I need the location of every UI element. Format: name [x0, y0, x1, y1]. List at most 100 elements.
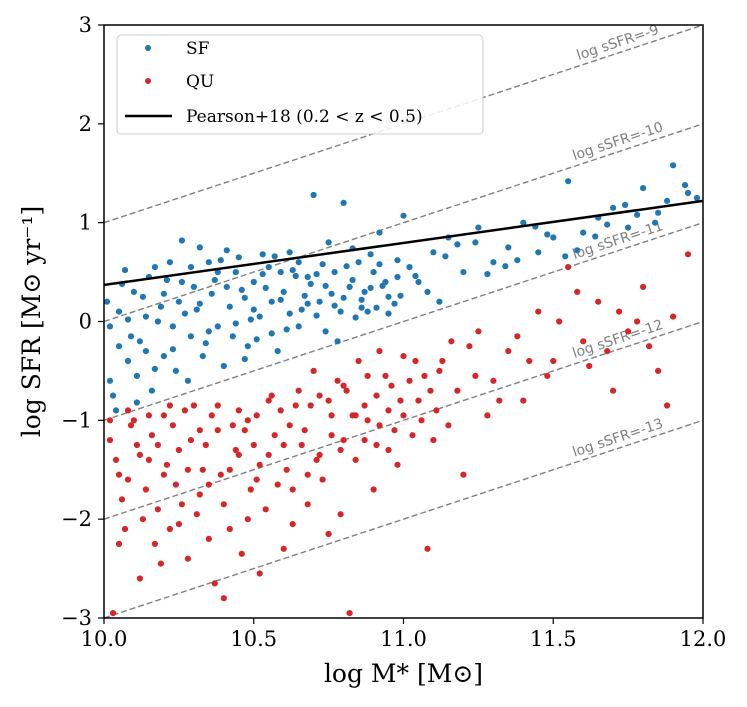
- sf-point: [250, 278, 257, 286]
- sf-point: [580, 229, 587, 236]
- qu-point: [328, 432, 335, 439]
- qu-point: [430, 437, 437, 444]
- sf-point: [301, 292, 308, 299]
- qu-point: [124, 407, 132, 414]
- sf-point: [244, 343, 251, 350]
- qu-point: [253, 412, 260, 419]
- sf-point: [316, 298, 323, 305]
- ssfr-line-2: [104, 222, 703, 421]
- sf-point: [223, 247, 230, 254]
- qu-point: [193, 511, 200, 518]
- qu-point: [415, 397, 422, 404]
- qu-point: [124, 476, 132, 483]
- legend-box: [116, 34, 484, 135]
- sf-point: [475, 224, 482, 231]
- qu-point: [178, 501, 185, 508]
- qu-point: [238, 550, 245, 557]
- sf-point: [370, 269, 377, 276]
- qu-point: [220, 501, 227, 508]
- sf-point: [307, 280, 314, 287]
- sf-point: [178, 237, 185, 244]
- qu-point: [340, 437, 347, 444]
- qu-point: [109, 610, 117, 617]
- sf-point: [148, 387, 155, 394]
- qu-point: [268, 392, 275, 399]
- sf-point: [181, 310, 188, 317]
- qu-point: [343, 387, 350, 394]
- qu-point: [313, 456, 320, 463]
- qu-point: [394, 461, 401, 468]
- qu-point: [556, 318, 563, 325]
- ssfr-label-4: log sSFR=-13: [571, 416, 666, 461]
- sf-point: [133, 399, 140, 406]
- qu-point: [142, 486, 149, 493]
- sf-point: [104, 298, 111, 305]
- sf-point: [634, 211, 641, 218]
- qu-point: [184, 555, 191, 562]
- qu-point: [274, 481, 281, 488]
- qu-point: [139, 516, 146, 523]
- sf-point: [484, 271, 491, 278]
- qu-point: [301, 427, 308, 434]
- qu-point: [421, 372, 428, 379]
- qu-point: [376, 422, 383, 429]
- qu-point: [190, 402, 197, 409]
- qu-point: [580, 338, 587, 345]
- sf-point: [292, 272, 299, 280]
- qu-point: [397, 397, 404, 404]
- sf-point: [169, 346, 176, 353]
- qu-point: [136, 451, 143, 458]
- sf-point: [436, 298, 443, 305]
- sf-point: [199, 353, 206, 360]
- qu-point: [520, 397, 527, 404]
- qu-point: [565, 264, 572, 271]
- legend-sf-label: SF: [186, 39, 210, 59]
- qu-point: [205, 481, 212, 488]
- qu-point: [319, 476, 326, 483]
- qu-point: [145, 412, 152, 419]
- qu-point: [634, 318, 641, 325]
- sf-point: [121, 267, 129, 274]
- sf-point: [670, 162, 677, 169]
- y-tick-label: −1: [61, 408, 92, 432]
- qu-point: [226, 466, 233, 473]
- qu-point: [505, 348, 512, 355]
- qu-point: [684, 251, 692, 258]
- sf-point: [361, 288, 368, 295]
- sf-point: [133, 372, 140, 379]
- qu-point: [235, 451, 242, 458]
- sf-point: [223, 283, 230, 290]
- sf-point: [154, 318, 161, 325]
- sf-point: [184, 377, 191, 384]
- qu-point: [286, 422, 293, 429]
- qu-point: [280, 441, 287, 449]
- qu-point: [298, 441, 305, 449]
- x-tick-label: 12.0: [680, 627, 727, 651]
- sf-point: [163, 276, 170, 284]
- x-tick-label: 10.5: [230, 627, 277, 651]
- qu-point: [121, 525, 129, 533]
- sf-point: [664, 197, 671, 204]
- sf-point: [331, 302, 338, 309]
- sf-point: [400, 212, 407, 219]
- qu-point: [391, 427, 398, 434]
- sf-point: [232, 320, 239, 327]
- qu-point: [352, 412, 359, 419]
- sf-point: [502, 263, 509, 270]
- qu-point: [373, 392, 380, 399]
- ssfr-line-1: [104, 123, 703, 323]
- sf-point: [268, 330, 275, 337]
- sf-point: [346, 283, 353, 290]
- sf-point: [535, 249, 542, 256]
- sf-point: [172, 367, 179, 374]
- qu-point: [514, 333, 521, 340]
- qu-point: [475, 328, 482, 335]
- sf-point: [304, 273, 311, 281]
- qu-point: [265, 397, 272, 404]
- qu-point: [106, 417, 114, 424]
- sf-point: [187, 264, 194, 271]
- qu-point: [163, 461, 170, 468]
- sf-point: [142, 313, 149, 320]
- qu-point: [337, 446, 344, 454]
- sf-point: [124, 357, 132, 365]
